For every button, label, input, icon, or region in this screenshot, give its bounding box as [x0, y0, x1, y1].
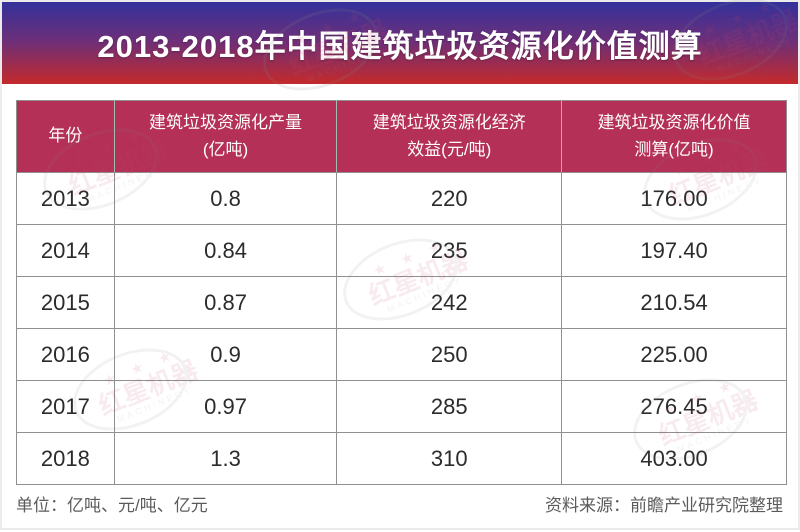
table-header: 年份 建筑垃圾资源化产量 (亿吨) 建筑垃圾资源化经济 效益(元/吨) 建筑垃圾…: [16, 100, 787, 173]
value-cell: 176.00: [561, 172, 787, 225]
page-title: 2013-2018年中国建筑垃圾资源化价值测算: [97, 28, 703, 64]
column-header-value: 建筑垃圾资源化价值 测算(亿吨): [561, 100, 787, 173]
table-row: 2015 0.87 242 210.54: [16, 276, 787, 329]
source-note: 资料来源：前瞻产业研究院整理: [545, 496, 783, 515]
value-cell: 0.87: [113, 276, 338, 329]
value-cell: 310: [336, 432, 563, 485]
year-cell: 2017: [16, 380, 115, 433]
column-header-year: 年份: [16, 100, 115, 173]
value-cell: 220: [336, 172, 563, 225]
column-header-benefit: 建筑垃圾资源化经济 效益(元/吨): [336, 100, 562, 173]
value-cell: 242: [336, 276, 563, 329]
year-cell: 2015: [16, 276, 115, 329]
value-cell: 276.45: [561, 380, 787, 433]
year-cell: 2016: [16, 328, 115, 381]
value-cell: 235: [336, 224, 563, 277]
value-cell: 285: [336, 380, 563, 433]
value-cell: 1.3: [113, 432, 338, 485]
table-row: 2017 0.97 285 276.45: [16, 380, 787, 433]
column-header-output: 建筑垃圾资源化产量 (亿吨): [113, 100, 337, 173]
value-cell: 0.8: [113, 172, 338, 225]
value-cell: 250: [336, 328, 563, 381]
value-cell: 210.54: [561, 276, 787, 329]
units-note: 单位：亿吨、元/吨、亿元: [16, 496, 208, 515]
table-row: 2014 0.84 235 197.40: [16, 224, 787, 277]
data-table-container: 年份 建筑垃圾资源化产量 (亿吨) 建筑垃圾资源化经济 效益(元/吨) 建筑垃圾…: [16, 100, 787, 485]
value-cell: 0.84: [113, 224, 338, 277]
table-row: 2013 0.8 220 176.00: [16, 172, 787, 225]
table-body: 2013 0.8 220 176.00 2014 0.84 235 197.40 2015 0.8…: [16, 172, 787, 485]
year-cell: 2014: [16, 224, 115, 277]
value-cell: 197.40: [561, 224, 787, 277]
data-table: 年份 建筑垃圾资源化产量 (亿吨) 建筑垃圾资源化经济 效益(元/吨) 建筑垃圾…: [16, 100, 787, 485]
table-row: 2016 0.9 250 225.00: [16, 328, 787, 381]
year-cell: 2013: [16, 172, 115, 225]
footer-notes: 单位：亿吨、元/吨、亿元 资料来源：前瞻产业研究院整理: [16, 491, 783, 516]
table-header-row: 年份 建筑垃圾资源化产量 (亿吨) 建筑垃圾资源化经济 效益(元/吨) 建筑垃圾…: [16, 100, 787, 173]
value-cell: 0.9: [113, 328, 338, 381]
value-cell: 225.00: [561, 328, 787, 381]
table-row: 2018 1.3 310 403.00: [16, 432, 787, 485]
value-cell: 403.00: [561, 432, 787, 485]
title-banner: 2013-2018年中国建筑垃圾资源化价值测算: [2, 2, 798, 84]
value-cell: 0.97: [113, 380, 338, 433]
year-cell: 2018: [16, 432, 115, 485]
